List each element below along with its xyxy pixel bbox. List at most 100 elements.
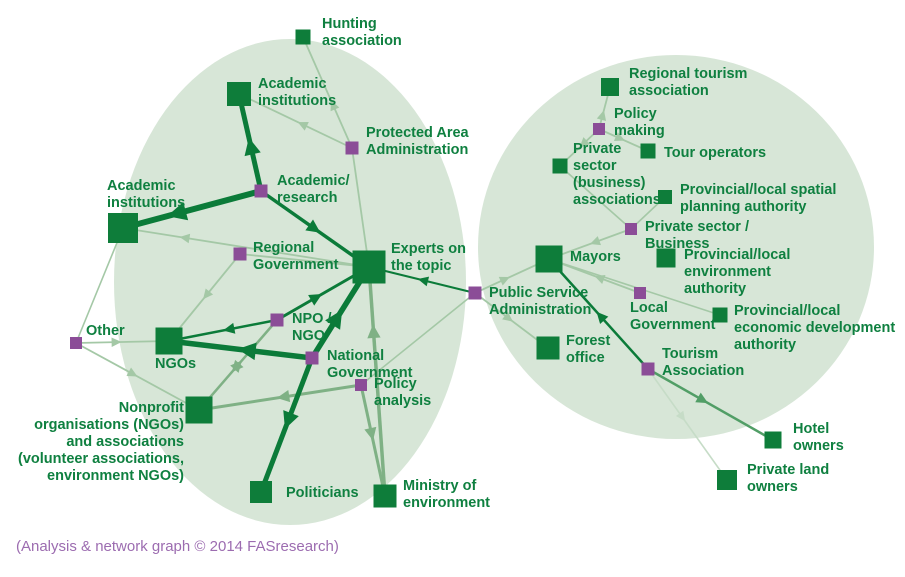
edge-national-govt--politicians xyxy=(258,357,315,493)
edge-protected-area--academic-top xyxy=(238,93,353,149)
arrowhead-icon xyxy=(596,311,609,325)
node-label-local-govt: Local Government xyxy=(630,300,716,333)
node-label-mayors: Mayors xyxy=(570,249,621,265)
node-label-nonprofit: Nonprofit organisations (NGOs) and associa… xyxy=(18,400,184,484)
edge-private-sector-business--mayors xyxy=(548,228,632,260)
arrowhead-icon xyxy=(203,288,214,300)
node-square-local-govt xyxy=(634,287,646,299)
arrowhead-icon xyxy=(367,324,381,339)
edge-npo-ngo--nonprofit xyxy=(198,319,278,411)
node-square-other xyxy=(70,337,82,349)
arrowhead-icon xyxy=(237,342,257,361)
arrowhead-icon xyxy=(579,137,591,148)
node-square-national-govt xyxy=(305,351,319,365)
node-square-policy-making xyxy=(593,123,605,135)
edge-ministry--experts xyxy=(367,266,387,497)
arrowhead-icon xyxy=(417,276,430,287)
node-square-npo-ngo xyxy=(270,313,284,327)
edge-tourism-assoc--private-land xyxy=(647,368,728,481)
node-label-policy-making: Policy making xyxy=(614,106,665,139)
node-label-experts: Experts on the topic xyxy=(391,241,466,274)
node-square-env-authority xyxy=(656,248,676,268)
arrowhead-icon xyxy=(325,309,343,330)
node-label-protected-area: Protected Area Administration xyxy=(366,125,470,158)
arrowhead-icon xyxy=(111,337,122,348)
node-square-spatial-planning xyxy=(658,190,672,204)
node-label-tourism-assoc: Tourism Association xyxy=(662,346,744,379)
node-square-hotel-owners xyxy=(764,431,782,449)
arrowhead-icon xyxy=(276,390,291,403)
node-label-private-sector-assoc: Private sector (business) associations xyxy=(573,141,661,208)
node-square-experts xyxy=(352,250,386,284)
node-label-tour-operators: Tour operators xyxy=(664,145,766,161)
edge-tourism-assoc--hotel-owners xyxy=(647,367,774,442)
edge-regional-govt--experts xyxy=(239,253,370,268)
arrowhead-icon xyxy=(297,122,309,131)
arrowhead-icon xyxy=(179,233,191,244)
node-label-national-govt: National Government xyxy=(327,348,413,381)
edge-protected-area--experts xyxy=(351,147,370,268)
node-square-policy-analysis xyxy=(355,379,367,391)
node-square-nonprofit xyxy=(185,396,213,424)
node-label-spatial-planning: Provincial/local spatial planning authori… xyxy=(680,182,836,215)
node-square-public-service xyxy=(468,286,482,300)
node-label-politicians: Politicians xyxy=(286,485,359,501)
node-label-academic-top: Academic institutions xyxy=(258,76,336,109)
node-square-private-sector-assoc xyxy=(552,158,568,174)
node-square-ngos xyxy=(155,327,183,355)
node-label-academic-left: Academic institutions xyxy=(107,178,185,211)
node-square-private-sector-business xyxy=(625,223,637,235)
node-label-ngos: NGOs xyxy=(155,356,196,372)
arrowhead-icon xyxy=(308,294,323,306)
node-square-ministry xyxy=(373,484,397,508)
arrowhead-icon xyxy=(498,276,510,286)
node-square-academic-left xyxy=(108,213,138,243)
node-label-hunting: Hunting association xyxy=(322,16,402,49)
node-label-ministry: Ministry of environment xyxy=(403,478,490,511)
arrowhead-icon xyxy=(502,311,513,322)
edge-policy-analysis--ministry xyxy=(359,384,387,497)
node-square-academic-research xyxy=(254,184,268,198)
edge-public-service--experts xyxy=(368,266,476,294)
edge-tourism-assoc--mayors xyxy=(548,258,649,370)
node-square-politicians xyxy=(250,481,272,503)
node-square-academic-top xyxy=(227,82,251,106)
edge-regional-govt--ngos xyxy=(168,253,241,342)
arrowhead-icon xyxy=(675,410,686,422)
edge-national-govt--ngos xyxy=(168,338,313,361)
edge-academic-research--academic-top xyxy=(236,93,264,192)
edge-npo-ngo--ngos xyxy=(168,318,278,343)
node-square-private-land xyxy=(717,470,737,490)
edge-academic-research--experts xyxy=(259,189,371,269)
node-label-public-service: Public Service Administration xyxy=(489,285,591,318)
edge-public-service--forest-office xyxy=(474,292,549,349)
arrowhead-icon xyxy=(244,137,261,157)
node-label-env-authority: Provincial/local environment authority xyxy=(684,247,790,297)
arrowhead-icon xyxy=(126,367,138,377)
node-square-forest-office xyxy=(536,336,560,360)
edge-other--academic-left xyxy=(75,227,124,344)
node-square-tourism-assoc xyxy=(641,362,655,376)
node-label-forest-office: Forest office xyxy=(566,333,610,366)
node-square-regional-govt xyxy=(233,247,247,261)
node-square-hunting xyxy=(295,29,311,45)
arrowhead-icon xyxy=(613,132,625,141)
arrowhead-icon xyxy=(695,392,708,404)
arrowhead-icon xyxy=(330,100,340,112)
node-square-econ-dev xyxy=(712,307,728,323)
node-label-regional-tourism: Regional tourism association xyxy=(629,66,747,99)
node-label-hotel-owners: Hotel owners xyxy=(793,421,844,454)
arrowhead-icon xyxy=(223,322,236,334)
arrowhead-icon xyxy=(283,410,299,430)
arrowhead-icon xyxy=(167,202,189,221)
node-label-private-land: Private land owners xyxy=(747,462,829,495)
copyright-caption: (Analysis & network graph © 2014 FASrese… xyxy=(16,538,339,555)
node-label-regional-govt: Regional Government xyxy=(253,240,339,273)
node-label-policy-analysis: Policy analysis xyxy=(374,376,431,409)
edge-public-service--policy-analysis xyxy=(360,292,476,386)
node-square-mayors xyxy=(535,245,563,273)
edge-other--nonprofit xyxy=(75,342,200,411)
node-square-regional-tourism xyxy=(601,78,619,96)
edge-private-sector-business--private-sector-assoc xyxy=(559,165,632,230)
